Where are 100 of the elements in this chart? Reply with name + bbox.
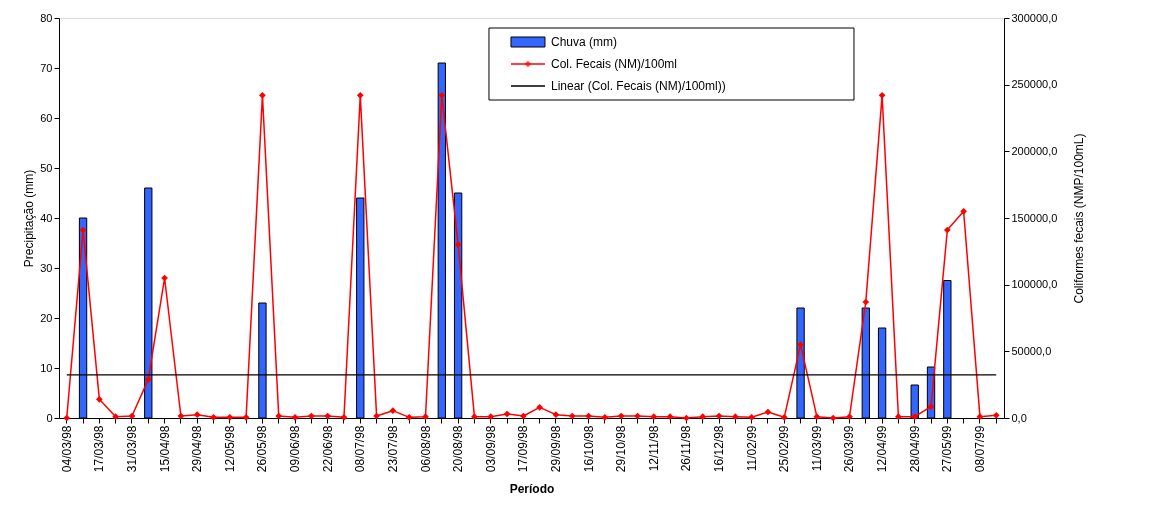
point <box>764 408 772 416</box>
point <box>536 403 544 411</box>
x-tick-label: 11/02/99 <box>744 425 759 472</box>
y2-tick-label: 100000,0 <box>1011 278 1058 291</box>
y-tick-label: 60 <box>40 111 53 124</box>
point <box>992 411 1000 419</box>
point <box>324 412 332 420</box>
x-tick-label: 06/08/98 <box>418 425 433 473</box>
y-tick-label: 20 <box>40 311 53 324</box>
point <box>356 91 364 99</box>
y-axis-title: Precipitação (mm) <box>22 169 37 268</box>
y-tick-label: 40 <box>40 211 53 224</box>
y2-axis-title: Coliformes fecais (NMP/100mL) <box>1071 133 1086 304</box>
x-tick-label: 26/03/99 <box>842 425 857 473</box>
point <box>291 413 299 421</box>
point <box>308 412 315 420</box>
x-tick-label: 15/04/98 <box>157 425 172 473</box>
x-tick-label: 23/07/98 <box>385 425 400 473</box>
y2-tick-label: 250000,0 <box>1011 78 1058 91</box>
y2-tick-label: 50000,0 <box>1011 344 1052 357</box>
x-tick-label: 11/03/99 <box>809 425 824 472</box>
point <box>242 413 250 421</box>
point <box>862 298 870 306</box>
x-tick-label: 29/04/98 <box>190 425 205 473</box>
y-tick-label: 80 <box>40 11 53 24</box>
legend-label: Chuva (mm) <box>550 35 617 49</box>
point <box>617 412 625 420</box>
point <box>63 414 71 422</box>
point <box>79 226 87 234</box>
point <box>960 207 967 215</box>
point <box>650 413 658 421</box>
point <box>144 375 152 383</box>
y2-tick-label: 150000,0 <box>1011 211 1058 224</box>
point <box>275 412 283 420</box>
point <box>487 413 495 421</box>
x-tick-label: 20/08/98 <box>451 425 466 473</box>
x-tick-label: 12/11/98 <box>646 425 661 472</box>
y-tick-label: 70 <box>40 61 53 74</box>
x-tick-label: 26/11/98 <box>679 425 694 472</box>
y-tick-label: 30 <box>40 261 53 274</box>
x-tick-label: 22/06/98 <box>320 425 335 473</box>
point <box>454 241 462 249</box>
point <box>813 413 821 421</box>
x-tick-label: 08/07/99 <box>972 425 987 473</box>
x-tick-label: 26/05/98 <box>255 425 270 473</box>
point <box>405 413 413 421</box>
y2-tick-label: 0,0 <box>1011 411 1027 424</box>
point <box>389 407 397 415</box>
point <box>226 413 234 421</box>
point <box>210 413 217 421</box>
point <box>552 411 560 419</box>
point <box>943 226 951 234</box>
legend-label: Linear (Col. Fecais (NM)/100ml)) <box>550 79 726 93</box>
x-tick-label: 28/04/99 <box>907 425 922 473</box>
x-tick-label: 17/03/98 <box>92 425 107 473</box>
point <box>601 413 609 421</box>
point <box>666 413 674 421</box>
point <box>780 413 788 421</box>
y2-tick-label: 200000,0 <box>1011 144 1058 157</box>
point <box>846 413 853 421</box>
y2-tick-label: 300000,0 <box>1011 11 1058 24</box>
point <box>748 413 755 421</box>
x-tick-label: 08/07/98 <box>353 425 368 473</box>
point <box>96 395 103 403</box>
y-tick-label: 10 <box>40 361 53 374</box>
point <box>699 413 707 421</box>
x-tick-label: 17/09/98 <box>516 425 531 473</box>
x-tick-label: 12/04/99 <box>875 425 890 473</box>
point <box>340 413 348 421</box>
x-tick-label: 29/10/98 <box>614 425 629 473</box>
x-tick-label: 09/06/98 <box>288 425 303 473</box>
x-tick-label: 04/03/98 <box>59 425 74 473</box>
x-tick-label: 31/03/98 <box>124 425 139 473</box>
x-tick-label: 16/10/98 <box>581 425 596 473</box>
point <box>927 403 935 411</box>
point <box>519 412 527 420</box>
x-tick-label: 27/05/99 <box>940 425 955 473</box>
y-tick-label: 50 <box>40 161 53 174</box>
x-tick-label: 25/02/99 <box>777 425 792 473</box>
x-tick-label: 16/12/98 <box>712 425 727 473</box>
point <box>422 413 429 421</box>
point <box>193 411 201 419</box>
x-axis-title: Período <box>509 482 555 497</box>
point <box>128 412 136 420</box>
point <box>878 91 886 99</box>
point <box>895 413 902 421</box>
point <box>112 413 120 421</box>
point <box>911 413 919 421</box>
point <box>829 414 837 422</box>
x-tick-label: 29/09/98 <box>548 425 563 473</box>
x-tick-label: 03/09/98 <box>483 425 498 473</box>
point <box>731 413 739 421</box>
point <box>976 413 984 421</box>
legend-label: Col. Fecais (NM)/100ml <box>550 57 678 71</box>
point <box>568 412 576 420</box>
point <box>471 413 478 421</box>
point <box>503 410 511 418</box>
point <box>438 91 446 99</box>
point <box>715 412 723 420</box>
x-tick-label: 12/05/98 <box>222 425 237 473</box>
